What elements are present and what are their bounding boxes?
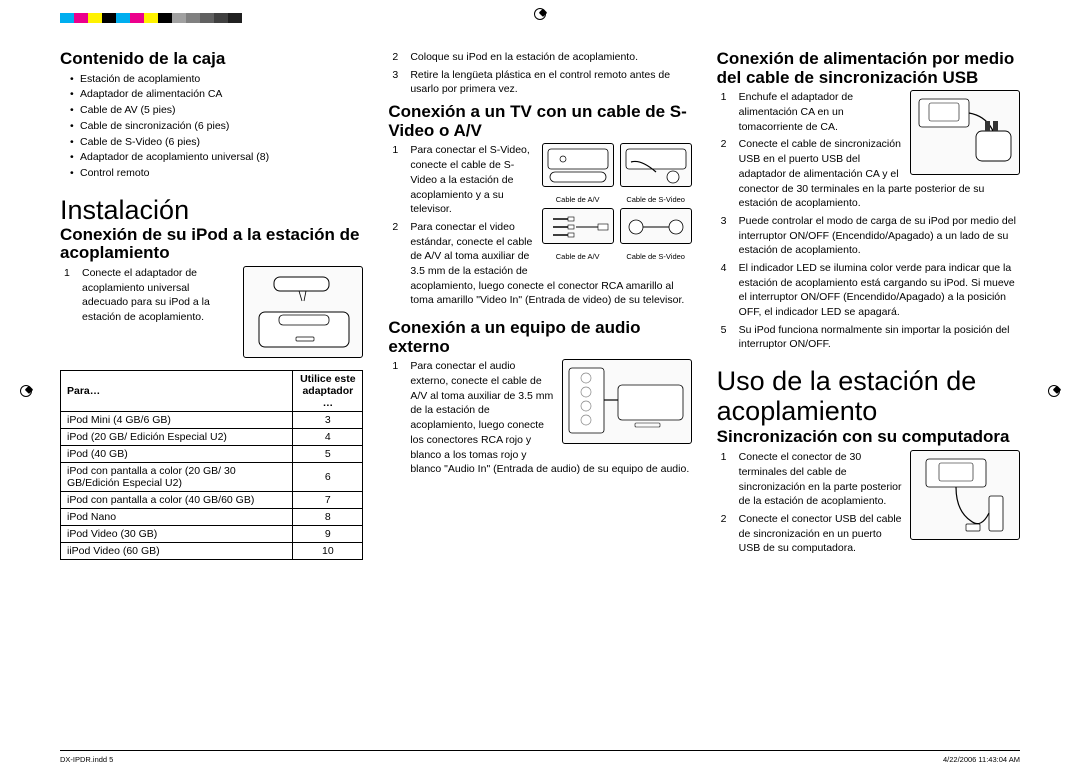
heading-sync: Sincronización con su computadora [717, 428, 1020, 447]
crop-mark-right [1048, 385, 1060, 397]
table-row: iPod (20 GB/ Edición Especial U2)4 [61, 429, 363, 446]
color-bar [60, 13, 242, 23]
table-row: iPod con pantalla a color (40 GB/60 GB)7 [61, 492, 363, 509]
th-util: Utilice este adaptador … [293, 371, 363, 412]
power-steps: Enchufe el adaptador de alimentación CA … [717, 90, 1020, 352]
crop-mark-left [20, 385, 32, 397]
table-row: iPod Mini (4 GB/6 GB)3 [61, 412, 363, 429]
heading-tv: Conexión a un TV con un cable de S-Video… [388, 103, 691, 140]
footer-left: DX-IPDR.indd 5 [60, 755, 113, 764]
heading-uso: Uso de la estación de acoplamiento [717, 367, 1020, 426]
install-step-2: Coloque su iPod en la estación de acopla… [388, 50, 691, 65]
audio-step-1: Para conectar el audio externo, conecte … [388, 359, 691, 477]
heading-power: Conexión de alimentación por medio del c… [717, 50, 1020, 87]
heading-contenido: Contenido de la caja [60, 50, 363, 69]
th-para: Para… [61, 371, 293, 412]
power-step-4: El indicador LED se ilumina color verde … [717, 261, 1020, 320]
column-2: Coloque su iPod en la estación de acopla… [388, 50, 691, 730]
table-row: iPod con pantalla a color (20 GB/ 30 GB/… [61, 463, 363, 492]
heading-audio: Conexión a un equipo de audio externo [388, 319, 691, 356]
table-row: iPod (40 GB)5 [61, 446, 363, 463]
power-step-1: Enchufe el adaptador de alimentación CA … [717, 90, 1020, 134]
footer-right: 4/22/2006 11:43:04 AM [943, 755, 1020, 764]
install-steps-col2: Coloque su iPod en la estación de acopla… [388, 50, 691, 97]
heading-conexion-ipod: Conexión de su iPod a la estación de aco… [60, 226, 363, 263]
box-contents-list: Estación de acoplamientoAdaptador de ali… [60, 72, 363, 182]
tv-step-2: Para conectar el video estándar, conecte… [388, 220, 691, 308]
box-contents-item: Estación de acoplamiento [70, 72, 363, 88]
crop-mark-top [534, 8, 546, 20]
box-contents-item: Cable de S-Video (6 pies) [70, 135, 363, 151]
column-1: Contenido de la caja Estación de acoplam… [60, 50, 363, 730]
adapter-table: Para… Utilice este adaptador … iPod Mini… [60, 370, 363, 560]
box-contents-item: Cable de AV (5 pies) [70, 103, 363, 119]
box-contents-item: Adaptador de acoplamiento universal (8) [70, 150, 363, 166]
power-step-3: Puede controlar el modo de carga de su i… [717, 214, 1020, 258]
power-step-2: Conecte el cable de sincronización USB e… [717, 137, 1020, 210]
tv-steps: Para conectar el S-Video, conecte el cab… [388, 143, 691, 308]
install-steps-col1: Conecte el adaptador de acoplamiento uni… [60, 266, 363, 325]
tv-step-1: Para conectar el S-Video, conecte el cab… [388, 143, 691, 216]
page-content: Contenido de la caja Estación de acoplam… [60, 50, 1020, 730]
column-3: Conexión de alimentación por medio del c… [717, 50, 1020, 730]
page-footer: DX-IPDR.indd 5 4/22/2006 11:43:04 AM [60, 750, 1020, 764]
heading-instalacion: Instalación [60, 196, 363, 226]
install-step-3: Retire la lengüeta plástica en el contro… [388, 68, 691, 97]
sync-step-2: Conecte el conector USB del cable de sin… [717, 512, 1020, 556]
box-contents-item: Cable de sincronización (6 pies) [70, 119, 363, 135]
sync-steps: Conecte el conector de 30 terminales del… [717, 450, 1020, 556]
box-contents-item: Adaptador de alimentación CA [70, 87, 363, 103]
table-row: iiPod Video (60 GB)10 [61, 543, 363, 560]
table-row: iPod Video (30 GB)9 [61, 526, 363, 543]
sync-step-1: Conecte el conector de 30 terminales del… [717, 450, 1020, 509]
box-contents-item: Control remoto [70, 166, 363, 182]
install-step-1: Conecte el adaptador de acoplamiento uni… [60, 266, 363, 325]
power-step-5: Su iPod funciona normalmente sin importa… [717, 323, 1020, 352]
table-row: iPod Nano8 [61, 509, 363, 526]
audio-steps: Para conectar el audio externo, conecte … [388, 359, 691, 477]
